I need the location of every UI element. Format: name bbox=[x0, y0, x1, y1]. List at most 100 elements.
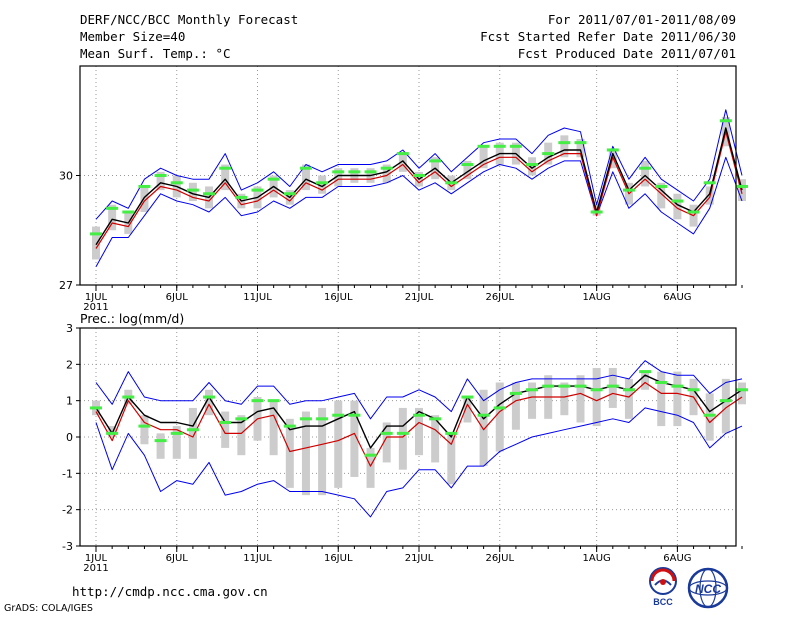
ncc-logo: NCC bbox=[684, 566, 732, 614]
prec-marker bbox=[138, 424, 151, 428]
temp-marker bbox=[267, 177, 280, 181]
prec-spread-bar bbox=[398, 407, 407, 470]
prec-spread-bar bbox=[495, 382, 504, 452]
temp-marker bbox=[203, 192, 216, 196]
temp-marker bbox=[639, 166, 652, 170]
temp-marker bbox=[316, 181, 329, 185]
prec-spread-bar bbox=[511, 382, 520, 430]
temp-marker bbox=[509, 144, 522, 148]
temp-marker bbox=[219, 166, 232, 170]
temp-marker bbox=[154, 174, 167, 177]
prec-marker bbox=[429, 417, 442, 421]
prec-spread-bar bbox=[237, 415, 246, 456]
prec-marker bbox=[622, 388, 635, 392]
temp-spread-bar bbox=[382, 164, 391, 183]
prec-ytick-label: -3 bbox=[62, 540, 73, 553]
temp-spread-bar bbox=[318, 175, 327, 194]
prec-spread-bar bbox=[156, 433, 165, 459]
grads-credit: GrADS: COLA/IGES bbox=[4, 603, 93, 614]
prec-spread-bar bbox=[301, 411, 310, 496]
temp-marker bbox=[671, 199, 684, 203]
temp-spread-bar bbox=[156, 171, 165, 191]
fcst-started-label: Fcst Started Refer Date 2011/06/30 bbox=[480, 29, 736, 44]
temp-spread-bar bbox=[221, 164, 230, 191]
temp-marker bbox=[283, 192, 296, 196]
prec-lower-line bbox=[95, 407, 743, 518]
temp-upper-line bbox=[95, 109, 743, 220]
temp-spread-bar bbox=[673, 193, 682, 220]
temp-xtick-label: 16JUL bbox=[324, 292, 353, 303]
prec-spread-bar bbox=[285, 418, 294, 488]
prec-spread-bar bbox=[415, 407, 423, 456]
temp-marker bbox=[542, 152, 555, 156]
temp-marker bbox=[235, 195, 248, 199]
prec-spread-bar bbox=[382, 422, 391, 463]
temp-marker bbox=[655, 184, 668, 188]
temp-ytick-label: 27 bbox=[59, 279, 73, 292]
prec-marker bbox=[639, 370, 652, 374]
prec-marker bbox=[413, 413, 425, 417]
prec-spread-bar bbox=[350, 400, 359, 477]
temp-xtick-label: 21JUL bbox=[405, 292, 434, 303]
temp-spread-bar bbox=[188, 182, 197, 202]
temp-marker bbox=[299, 166, 312, 170]
temp-marker bbox=[461, 163, 474, 167]
prec-marker bbox=[251, 399, 264, 403]
temp-spread-bar bbox=[560, 135, 569, 158]
prec-xtick-label: 6AUG bbox=[663, 553, 691, 564]
temp-marker bbox=[90, 232, 102, 236]
prec-spread-bar bbox=[657, 371, 666, 427]
fcst-produced-label: Fcst Produced Date 2011/07/01 bbox=[517, 46, 736, 61]
temp-spread-bar bbox=[108, 204, 117, 231]
prec-marker bbox=[122, 395, 135, 399]
chart-title: DERF/NCC/BCC Monthly Forecast bbox=[80, 12, 299, 27]
prec-ytick-label: 2 bbox=[66, 358, 73, 371]
temp-xtick-label: 6AUG bbox=[663, 292, 691, 303]
prec-marker bbox=[203, 395, 216, 399]
ncc-logo-text: NCC bbox=[695, 582, 721, 596]
source-url[interactable]: http://cmdp.ncc.cma.gov.cn bbox=[72, 584, 268, 599]
prec-spread-bar bbox=[463, 397, 472, 423]
prec-spread-bar bbox=[608, 367, 617, 408]
temp-marker bbox=[170, 181, 183, 185]
member-size-label: Member Size=40 bbox=[80, 29, 186, 44]
temp-marker bbox=[138, 184, 151, 188]
prec-spread-bar bbox=[479, 389, 488, 467]
prec-xtick-label: 26JUL bbox=[485, 553, 514, 564]
prec-marker bbox=[380, 431, 393, 435]
prec-marker bbox=[364, 453, 377, 457]
prec-marker bbox=[655, 381, 668, 384]
prec-marker bbox=[106, 431, 119, 435]
bcc-logo-text: BCC bbox=[653, 597, 673, 607]
temp-marker bbox=[590, 210, 603, 214]
prec-marker bbox=[170, 431, 183, 435]
prec-spread-bar bbox=[172, 426, 181, 459]
temp-marker bbox=[106, 206, 119, 210]
prec-panel: -3 -2 -1 0 1 2 3 1JUL 6JUL 11JUL 16JUL 21JUL 26JUL 1A… bbox=[62, 311, 748, 574]
prec-marker bbox=[154, 439, 167, 443]
prec-marker bbox=[719, 399, 732, 403]
temp-marker bbox=[186, 188, 199, 192]
prec-marker bbox=[542, 384, 555, 388]
prec-marker bbox=[332, 413, 345, 417]
prec-spread-bar bbox=[221, 411, 230, 448]
prec-ytick-label: 1 bbox=[66, 395, 73, 408]
temp-marker bbox=[558, 141, 571, 145]
prec-xtick-label: 21JUL bbox=[405, 553, 434, 564]
prec-marker bbox=[445, 431, 458, 435]
prec-marker bbox=[90, 406, 102, 410]
temp-marker bbox=[703, 181, 716, 185]
temp-xtick-label: 1JUL bbox=[85, 292, 108, 303]
forecast-period-label: For 2011/07/01-2011/08/09 bbox=[547, 12, 736, 27]
prec-ytick-label: 0 bbox=[66, 431, 73, 444]
prec-spread-bar bbox=[318, 407, 327, 496]
prec-spread-bar bbox=[431, 415, 440, 463]
temp-spread-bar bbox=[576, 139, 585, 158]
temp-marker bbox=[380, 166, 393, 170]
prec-marker bbox=[396, 431, 409, 435]
temp-marker bbox=[332, 170, 345, 174]
temp-panel: 27 30 1JUL 6JUL 11JUL 16JUL 21JUL 26JUL 1AUG 6AUG… bbox=[59, 65, 748, 313]
temp-marker bbox=[526, 163, 539, 167]
prec-spread-bar bbox=[576, 375, 585, 423]
prec-spread-bar bbox=[140, 415, 149, 445]
